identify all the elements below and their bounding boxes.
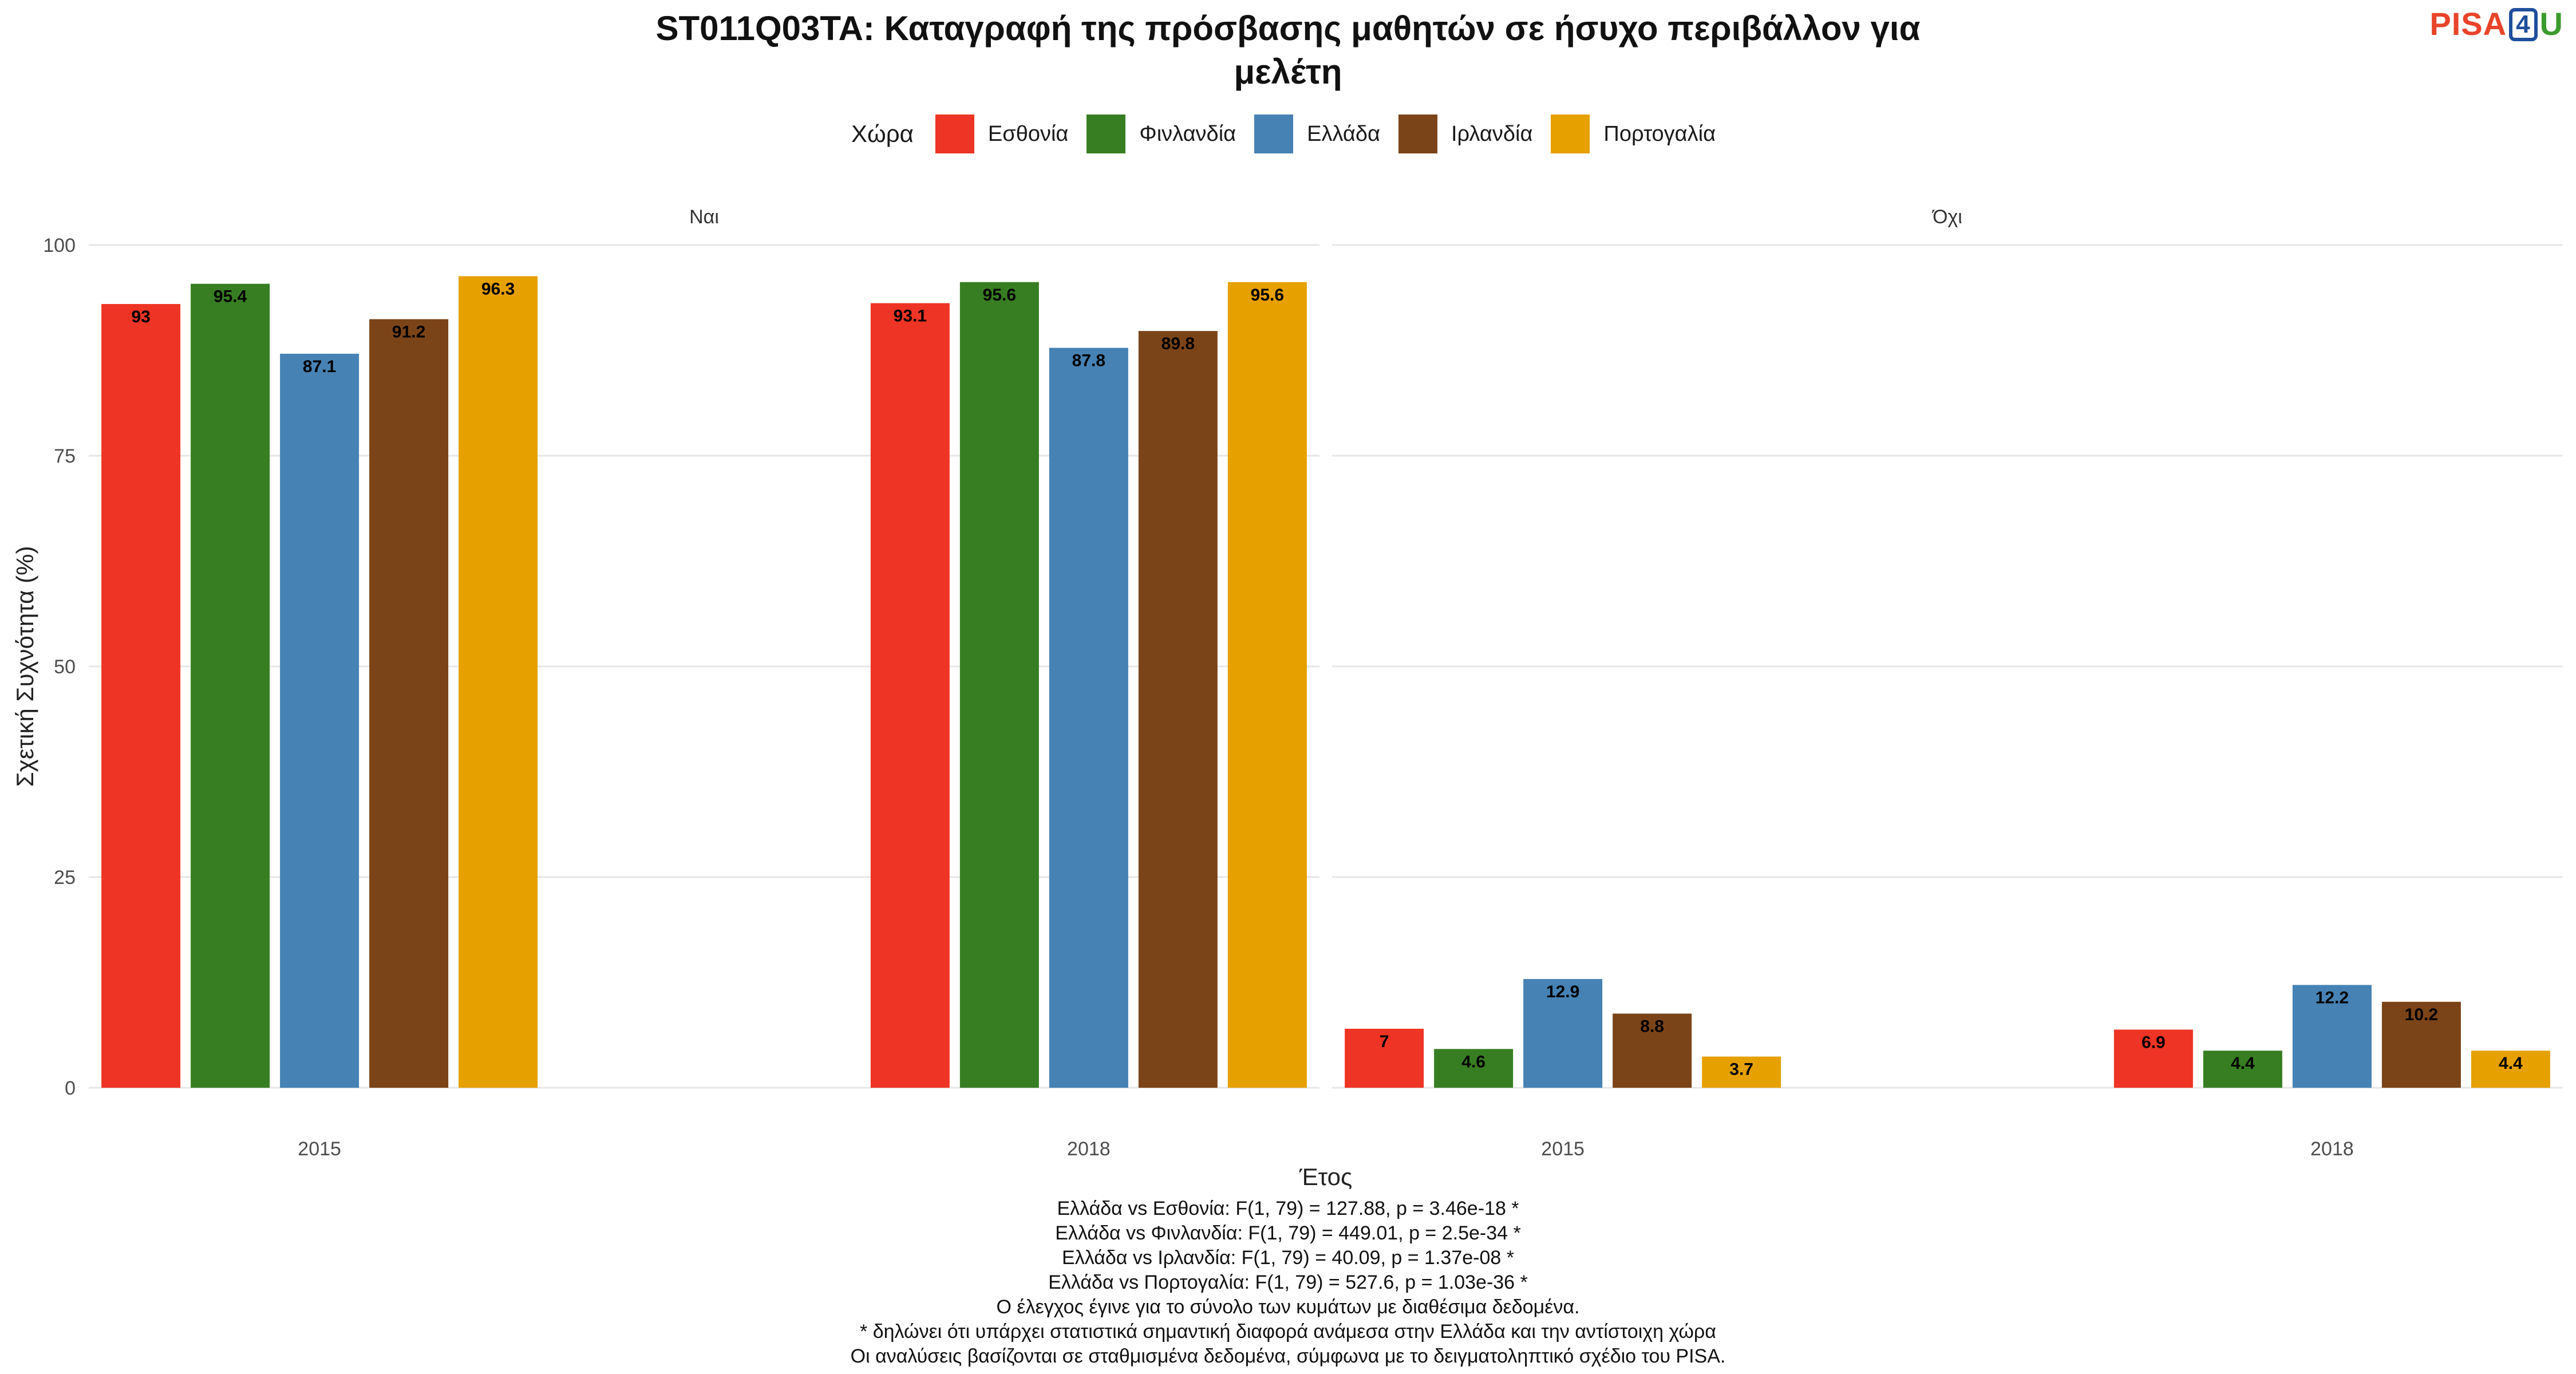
bar	[1049, 348, 1128, 1088]
legend-swatch-ireland	[1398, 114, 1437, 153]
legend-swatch-greece	[1254, 114, 1294, 153]
bar	[101, 304, 181, 1088]
y-tick-label: 0	[65, 1077, 76, 1099]
note-line: Ελλάδα vs Φινλανδία: F(1, 79) = 449.01, …	[1055, 1222, 1521, 1244]
note-line: Οι αναλύσεις βασίζονται σε σταθμισμένα δ…	[850, 1345, 1726, 1367]
data-label: 95.6	[983, 286, 1016, 305]
data-label: 12.9	[1546, 982, 1579, 1001]
bar	[191, 283, 270, 1088]
note-line: Ελλάδα vs Ιρλανδία: F(1, 79) = 40.09, p …	[1062, 1247, 1514, 1269]
bar	[2292, 985, 2372, 1088]
x-tick-label: 2018	[1067, 1138, 1111, 1160]
bar	[959, 282, 1039, 1088]
bar	[870, 303, 950, 1088]
note-line: * δηλώνει ότι υπάρχει στατιστικά σημαντι…	[860, 1321, 1716, 1343]
bar	[1434, 1049, 1514, 1088]
chart-title-line-2: μελέτη	[1234, 53, 1342, 91]
bar	[1702, 1056, 1781, 1088]
logo-text-pisa: PISA	[2429, 6, 2507, 42]
data-label: 96.3	[481, 279, 515, 298]
y-tick-label: 75	[54, 445, 76, 467]
data-label: 93.1	[894, 307, 927, 326]
statistical-notes: Ελλάδα vs Εσθονία: F(1, 79) = 127.88, p …	[0, 1197, 2576, 1369]
note-line: Ελλάδα vs Πορτογαλία: F(1, 79) = 527.6, …	[1048, 1272, 1528, 1293]
data-label: 7	[1380, 1032, 1389, 1051]
data-label: 95.6	[1251, 286, 1284, 305]
data-label: 91.2	[392, 323, 425, 342]
bar	[459, 276, 538, 1088]
data-label: 4.6	[1461, 1052, 1485, 1071]
chart-title: ST011Q03TA: Καταγραφή της πρόσβασης μαθη…	[0, 7, 2576, 94]
legend-item-greece: Ελλάδα	[1254, 114, 1380, 153]
y-tick-label: 50	[54, 656, 76, 678]
data-label: 10.2	[2405, 1005, 2438, 1024]
data-label: 95.4	[214, 287, 247, 306]
legend-swatch-portugal	[1551, 114, 1590, 153]
bar	[1345, 1028, 1424, 1088]
note-line: Ο έλεγχος έγινε για το σύνολο των κυμάτω…	[996, 1296, 1580, 1318]
bar	[2203, 1051, 2282, 1088]
legend-label-greece: Ελλάδα	[1307, 121, 1380, 146]
legend-swatch-estonia	[935, 114, 974, 153]
pisa4u-logo: PISA 4 U	[2429, 6, 2563, 42]
data-label: 87.1	[303, 357, 336, 376]
note-line: Ελλάδα vs Εσθονία: F(1, 79) = 127.88, p …	[1057, 1198, 1519, 1219]
legend-title: Χώρα	[851, 120, 914, 147]
legend-label-estonia: Εσθονία	[987, 121, 1069, 146]
chart-title-line-1: ST011Q03TA: Καταγραφή της πρόσβασης μαθη…	[655, 9, 1921, 48]
data-label: 4.4	[2499, 1054, 2523, 1073]
y-tick-label: 100	[43, 235, 76, 256]
bar	[280, 353, 359, 1088]
x-tick-label: 2018	[2310, 1138, 2354, 1160]
x-tick-label: 2015	[1541, 1138, 1585, 1160]
bar	[369, 319, 449, 1088]
legend-item-portugal: Πορτογαλία	[1551, 114, 1716, 153]
bar	[1613, 1013, 1692, 1088]
legend-item-finland: Φινλανδία	[1086, 114, 1236, 153]
y-tick-label: 25	[54, 867, 76, 889]
legend-label-finland: Φινλανδία	[1139, 121, 1236, 146]
facet-label: Όχι	[1931, 206, 1962, 228]
legend-label-ireland: Ιρλανδία	[1451, 121, 1533, 146]
data-label: 8.8	[1640, 1017, 1664, 1036]
bar	[2471, 1051, 2550, 1088]
bar	[2113, 1029, 2193, 1088]
bar	[1227, 282, 1307, 1088]
x-tick-label: 2015	[298, 1138, 341, 1160]
data-label: 12.2	[2316, 988, 2349, 1007]
data-label: 4.4	[2231, 1054, 2255, 1073]
bar	[1138, 331, 1218, 1088]
y-axis-title: Σχετική Συχνότητα (%)	[11, 546, 38, 787]
data-label: 6.9	[2142, 1033, 2166, 1052]
legend-swatch-finland	[1086, 114, 1126, 153]
logo-text-4: 4	[2509, 8, 2538, 41]
logo-text-u: U	[2539, 6, 2563, 42]
data-label: 3.7	[1729, 1060, 1753, 1079]
legend-item-estonia: Εσθονία	[935, 114, 1068, 153]
data-label: 93	[131, 307, 150, 326]
data-label: 87.8	[1072, 352, 1105, 370]
facet-label: Ναι	[689, 206, 719, 228]
legend: Χώρα Εσθονία Φινλανδία Ελλάδα Ιρλανδία Π…	[0, 114, 2576, 153]
bar	[2381, 1001, 2461, 1088]
x-axis-title: Έτος	[1299, 1163, 1353, 1190]
legend-item-ireland: Ιρλανδία	[1398, 114, 1532, 153]
bar	[1523, 979, 1603, 1088]
legend-label-portugal: Πορτογαλία	[1603, 121, 1716, 146]
data-label: 89.8	[1161, 334, 1195, 353]
